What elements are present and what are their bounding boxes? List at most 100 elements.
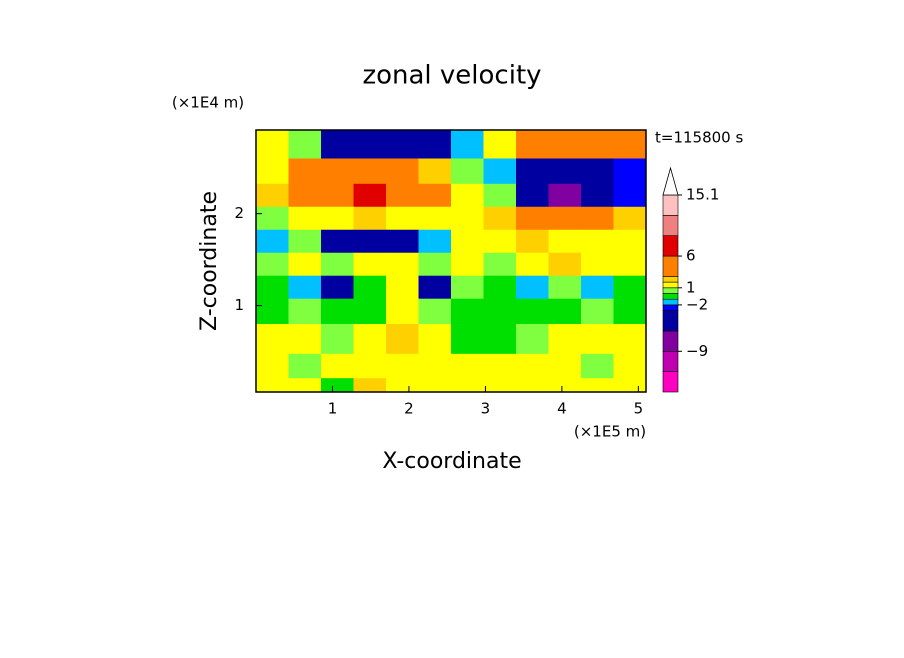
plot-frame	[255, 129, 647, 393]
cell	[353, 229, 387, 254]
colorbar-segment	[662, 255, 679, 277]
cell	[418, 323, 452, 355]
cell	[581, 275, 614, 300]
cell	[321, 323, 354, 355]
cell	[256, 229, 289, 254]
cell	[613, 323, 647, 355]
cell	[483, 378, 517, 393]
cell	[288, 158, 322, 185]
y-axis-label: Z-coordinate	[197, 191, 222, 331]
cell	[613, 183, 647, 208]
cell	[256, 158, 289, 185]
colorbar-segment	[662, 298, 679, 306]
cell	[321, 229, 354, 254]
cell	[353, 158, 387, 185]
cell	[321, 275, 354, 300]
cell	[483, 158, 517, 185]
colorbar-segment	[662, 350, 679, 372]
cell	[288, 252, 322, 277]
cell	[483, 206, 517, 231]
cell	[386, 298, 419, 325]
cell	[418, 298, 452, 325]
cell	[353, 252, 387, 277]
cell	[451, 229, 484, 254]
cell	[353, 323, 387, 355]
y-tick-label: 1	[234, 296, 244, 314]
cell	[288, 206, 322, 231]
cell	[418, 252, 452, 277]
cell	[581, 252, 614, 277]
x-axis-label: X-coordinate	[382, 449, 521, 474]
cell	[288, 378, 322, 393]
cell	[353, 206, 387, 231]
cell	[288, 298, 322, 325]
cell	[548, 353, 582, 379]
x-tick-label: 2	[404, 400, 414, 418]
cell	[613, 252, 647, 277]
cell	[451, 353, 484, 379]
cell	[321, 252, 354, 277]
cell	[256, 378, 289, 393]
cell	[516, 378, 549, 393]
colorbar-segment	[662, 310, 679, 332]
cell	[613, 206, 647, 231]
cell	[418, 130, 452, 159]
cell	[256, 353, 289, 379]
cell	[256, 298, 289, 325]
cell	[386, 229, 419, 254]
cell	[386, 183, 419, 208]
cell	[613, 298, 647, 325]
cell	[256, 252, 289, 277]
cell	[451, 323, 484, 355]
cell	[613, 229, 647, 254]
cell	[483, 130, 517, 159]
cell	[418, 229, 452, 254]
cell	[321, 130, 354, 159]
cell	[418, 378, 452, 393]
cell	[516, 158, 549, 185]
cell	[451, 298, 484, 325]
colorbar-segment	[662, 215, 679, 237]
cell	[451, 252, 484, 277]
cell	[353, 275, 387, 300]
cell	[483, 298, 517, 325]
cell	[581, 229, 614, 254]
cell	[451, 158, 484, 185]
cell	[516, 323, 549, 355]
cell	[321, 378, 354, 393]
cell	[483, 275, 517, 300]
x-tick-label: 5	[634, 400, 644, 418]
colorbar-segment	[662, 235, 679, 257]
cell	[256, 206, 289, 231]
cell	[321, 206, 354, 231]
cell	[581, 298, 614, 325]
colorbar-tick-label: −2	[686, 295, 708, 313]
cell	[386, 353, 419, 379]
cell	[581, 353, 614, 379]
colorbar-extension	[662, 166, 679, 196]
cell	[256, 183, 289, 208]
colorbar-segment	[662, 276, 679, 283]
x-unit: (×1E5 m)	[574, 423, 646, 441]
colorbar-segment	[662, 330, 679, 352]
cell	[548, 298, 582, 325]
cell	[353, 183, 387, 208]
cell	[353, 298, 387, 325]
cell	[386, 378, 419, 393]
cell	[451, 183, 484, 208]
cell	[613, 130, 647, 159]
cell	[548, 229, 582, 254]
cell	[613, 275, 647, 300]
cell	[288, 275, 322, 300]
cell	[288, 183, 322, 208]
cell	[288, 353, 322, 379]
contour-field	[256, 130, 647, 393]
colorbar-segment	[662, 281, 679, 289]
cell	[321, 353, 354, 379]
colorbar-tick-label: −9	[686, 342, 708, 360]
cell	[321, 298, 354, 325]
cell	[353, 378, 387, 393]
cell	[483, 229, 517, 254]
